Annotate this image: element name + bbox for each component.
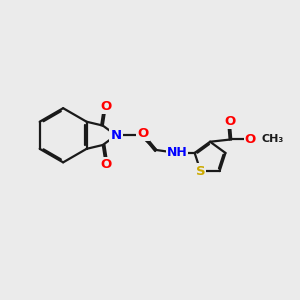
Text: N: N <box>110 129 122 142</box>
Text: O: O <box>100 158 111 171</box>
Text: S: S <box>196 165 206 178</box>
Text: O: O <box>137 127 149 140</box>
Text: NH: NH <box>167 146 188 159</box>
Text: O: O <box>224 115 236 128</box>
Text: CH₃: CH₃ <box>262 134 284 144</box>
Text: O: O <box>245 133 256 146</box>
Text: O: O <box>100 100 111 113</box>
